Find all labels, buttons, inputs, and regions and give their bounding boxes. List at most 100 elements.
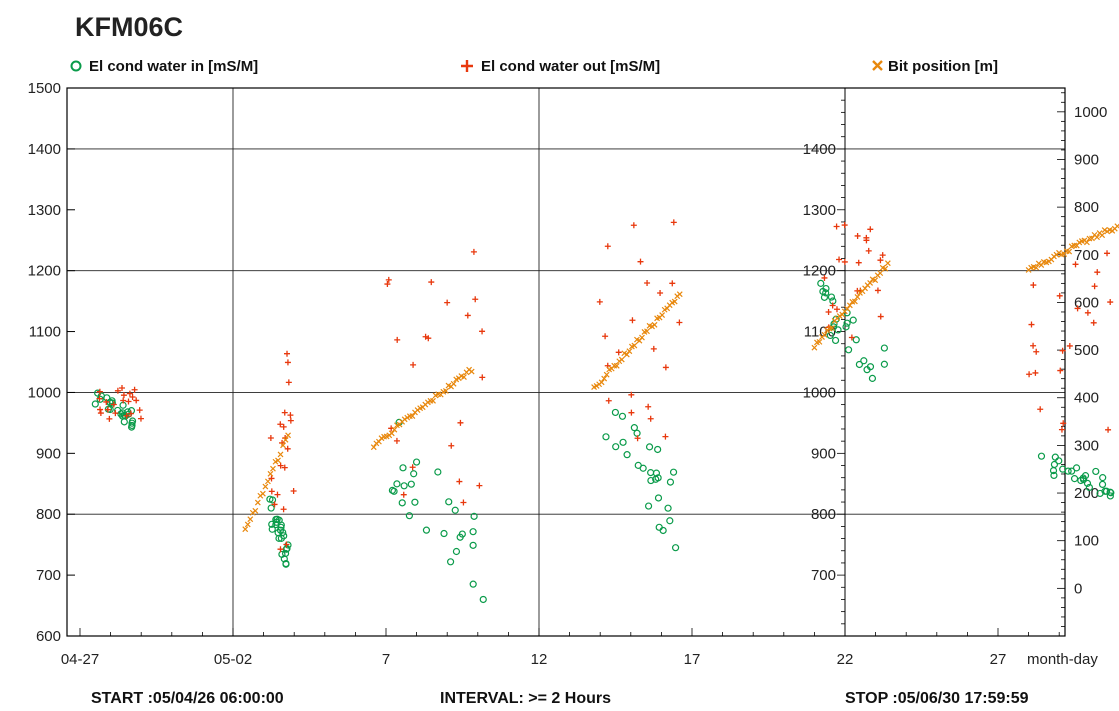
legend: El cond water in [mS/M] El cond water ou…	[70, 58, 998, 75]
x-tick-label: 17	[684, 651, 701, 668]
bit-position-point	[252, 507, 259, 514]
y-right-tick-label: 0	[1074, 580, 1082, 597]
water-in-point	[1050, 471, 1058, 480]
water-out-point	[1028, 321, 1035, 328]
water-in-point	[469, 580, 477, 588]
water-in-point	[1092, 467, 1100, 476]
bit-position-point	[388, 430, 395, 437]
water-in-point	[277, 521, 285, 529]
water-out-point	[833, 306, 840, 313]
water-out-point	[114, 387, 121, 394]
water-out-point	[125, 398, 132, 405]
water-in-point	[268, 520, 276, 528]
bit-position-point	[1099, 232, 1106, 239]
water-out-point	[277, 421, 284, 428]
water-in-point	[866, 363, 875, 371]
water-in-point	[654, 494, 663, 502]
y-left-tick-label: 600	[36, 628, 61, 645]
water-out-point	[110, 401, 117, 408]
bit-position-point	[659, 312, 666, 318]
water-in-point	[647, 469, 655, 477]
y-left-tick-label: 1400	[28, 141, 61, 158]
water-in-point	[880, 344, 888, 352]
water-in-point	[820, 293, 829, 301]
water-in-point	[834, 326, 842, 334]
bit-position-point	[872, 277, 879, 284]
water-in-point	[398, 499, 406, 507]
water-in-point	[458, 530, 466, 538]
water-out-point	[676, 319, 683, 326]
water-out-point	[637, 258, 644, 265]
bit-position-point	[821, 331, 828, 338]
water-in-point	[868, 374, 877, 382]
water-out-point	[277, 462, 284, 469]
bit-position-point	[430, 397, 436, 404]
bit-position-point	[671, 298, 678, 305]
footer-interval: INTERVAL: >= 2 Hours	[440, 690, 611, 707]
water-out-point	[281, 464, 288, 471]
water-in-point	[445, 498, 453, 506]
water-in-point	[411, 498, 419, 506]
bit-position-point	[267, 470, 274, 477]
legend-marker-bit	[872, 60, 883, 71]
bit-position-point	[851, 298, 858, 305]
water-in-point	[1070, 475, 1079, 483]
water-in-point	[1101, 487, 1109, 495]
y-left-tick-label: 700	[36, 567, 61, 584]
water-out-point	[1056, 292, 1063, 299]
water-out-point	[274, 491, 281, 498]
bit-position-point	[613, 362, 620, 369]
bit-position-point	[262, 483, 269, 490]
water-in-point	[434, 468, 442, 476]
water-in-point	[1085, 483, 1093, 492]
legend-label-bit: Bit position [m]	[888, 58, 998, 75]
water-in-point	[422, 526, 431, 534]
bit-position-point	[409, 413, 416, 420]
x-axis-label: month-day	[1027, 651, 1098, 668]
bit-position-point	[626, 348, 633, 355]
water-in-point	[671, 544, 680, 552]
water-out-point	[97, 406, 104, 413]
water-in-point	[390, 487, 398, 495]
water-in-point	[1037, 452, 1046, 460]
bit-position-point	[264, 478, 271, 485]
water-in-point	[647, 476, 655, 485]
water-out-point	[825, 309, 832, 316]
x-tick-label: 05-02	[214, 651, 252, 668]
water-in-point	[469, 528, 477, 536]
y-right-tick-label: 1000	[1074, 104, 1107, 121]
water-in-point	[611, 408, 619, 417]
plot-frame	[66, 87, 1066, 637]
water-out-point	[662, 433, 669, 440]
y-right-tick-label: 400	[1074, 390, 1099, 407]
water-out-point	[634, 435, 641, 442]
bit-position-point	[639, 334, 645, 341]
water-out-point	[841, 222, 848, 229]
bit-position-point	[275, 457, 281, 464]
water-in-point	[619, 438, 627, 446]
water-in-point	[654, 445, 662, 454]
water-out-point	[131, 386, 138, 393]
bit-position-point	[280, 442, 286, 449]
footer-start: START :05/04/26 06:00:00	[91, 690, 284, 707]
y-left-tick-label: 1000	[28, 384, 61, 401]
water-out-point	[284, 350, 291, 357]
water-in-point	[128, 417, 137, 425]
water-out-point	[1026, 371, 1033, 378]
water-out-point	[104, 406, 111, 413]
x-tick-label: 12	[531, 651, 548, 668]
water-out-point	[472, 296, 479, 303]
water-out-point	[596, 298, 603, 305]
bit-position-point	[1083, 239, 1090, 246]
water-out-point	[127, 410, 134, 417]
water-out-point	[123, 412, 130, 419]
water-out-point	[628, 409, 635, 416]
water-out-point	[460, 499, 467, 506]
water-out-point	[1107, 299, 1114, 306]
water-out-point	[271, 501, 278, 508]
bit-position-point	[468, 368, 475, 375]
bit-position-point	[285, 432, 292, 439]
water-out-point	[112, 410, 119, 417]
water-out-point	[877, 257, 884, 264]
